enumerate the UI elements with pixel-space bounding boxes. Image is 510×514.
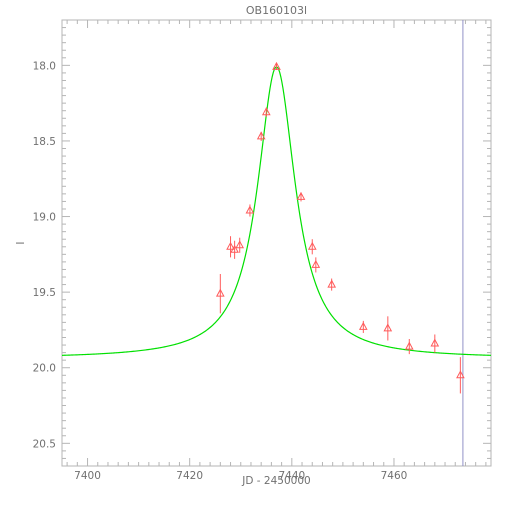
data-point [272, 61, 281, 70]
data-point [383, 323, 393, 332]
data-point [311, 259, 321, 268]
y-tick-label: 20.0 [33, 363, 56, 375]
data-point [235, 240, 245, 249]
model-curve [62, 66, 491, 356]
x-tick-label: 7460 [381, 470, 408, 482]
data-point [261, 107, 271, 116]
x-tick-label: 7420 [176, 470, 203, 482]
data-point [226, 241, 235, 250]
data-point [430, 338, 440, 347]
data-point [327, 279, 337, 288]
data-point [296, 191, 306, 200]
x-axis-title: JD - 2450000 [241, 475, 310, 487]
y-tick-label: 19.0 [33, 212, 56, 224]
y-tick-label: 18.0 [33, 60, 56, 72]
plot-frame [61, 19, 492, 467]
data-point [404, 341, 414, 350]
data-point [456, 370, 465, 379]
data-point [215, 288, 225, 297]
y-tick-label: 20.5 [33, 438, 56, 450]
data-point [307, 241, 317, 250]
data-point [256, 131, 266, 140]
y-tick-label: 18.5 [33, 136, 56, 148]
x-tick-label: 7440 [278, 470, 305, 482]
y-axis-title: I [15, 241, 27, 244]
chart-title: OB160103l [246, 4, 307, 17]
data-point [245, 205, 255, 214]
x-tick-label: 7400 [74, 470, 101, 482]
y-tick-label: 19.5 [33, 287, 56, 299]
data-point [230, 244, 239, 253]
data-point [358, 321, 368, 330]
